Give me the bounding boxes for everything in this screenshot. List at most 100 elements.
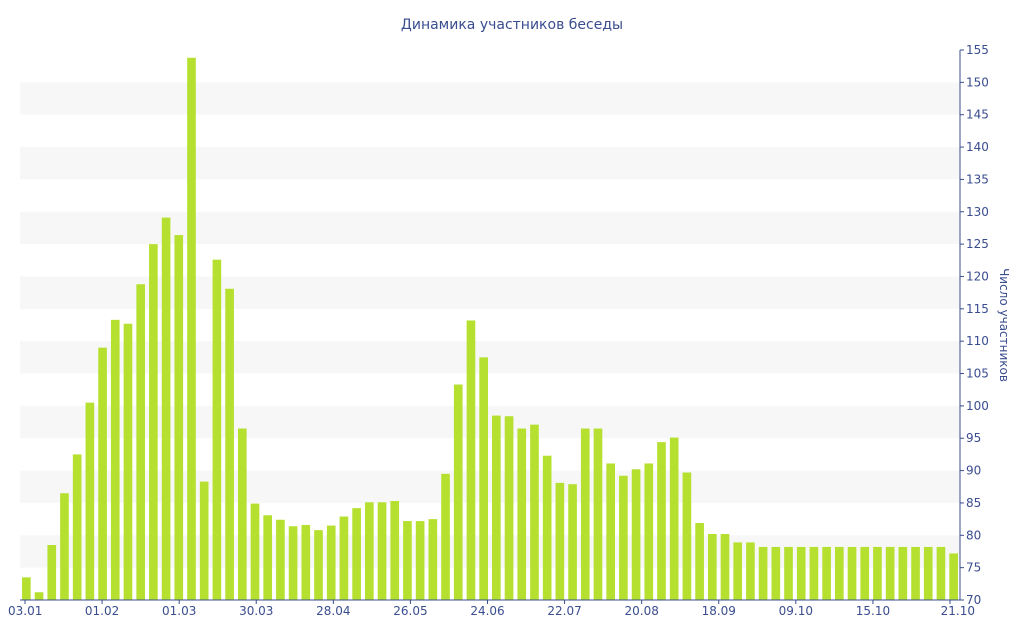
bar-72 bbox=[936, 546, 946, 600]
bar-31 bbox=[415, 521, 425, 600]
grid-band-7 bbox=[20, 82, 960, 115]
bar-0 bbox=[22, 577, 31, 600]
bar-35 bbox=[466, 320, 476, 600]
bar-15 bbox=[212, 259, 222, 600]
y-tick-label-3: 85 bbox=[966, 496, 981, 510]
bar-56 bbox=[733, 542, 743, 600]
bar-46 bbox=[606, 463, 615, 600]
y-tick-label-1: 75 bbox=[966, 561, 981, 575]
bar-51 bbox=[669, 437, 679, 600]
grid-band-3 bbox=[20, 341, 960, 374]
bar-33 bbox=[441, 473, 450, 600]
bar-20 bbox=[276, 519, 285, 600]
y-tick-label-10: 120 bbox=[966, 269, 989, 283]
bar-44 bbox=[580, 428, 590, 600]
y-tick-label-6: 100 bbox=[966, 399, 989, 413]
grid-band-2 bbox=[20, 405, 960, 439]
bar-5 bbox=[85, 402, 95, 600]
bar-23 bbox=[314, 530, 323, 600]
grid-band-5 bbox=[20, 211, 960, 245]
y-tick-label-17: 155 bbox=[966, 43, 989, 57]
bar-17 bbox=[237, 428, 247, 600]
bar-4 bbox=[72, 454, 82, 600]
grid-band-1 bbox=[20, 470, 960, 503]
chart-title: Динамика участников беседы bbox=[401, 17, 623, 33]
bar-24 bbox=[326, 525, 336, 600]
x-tick-label-4: 28.04 bbox=[316, 604, 350, 618]
bar-16 bbox=[225, 288, 234, 600]
bar-22 bbox=[301, 524, 311, 600]
bar-54 bbox=[707, 534, 717, 600]
x-tick-label-1: 01.02 bbox=[85, 604, 119, 618]
bars-group bbox=[22, 57, 958, 600]
bar-60 bbox=[784, 546, 793, 600]
bar-8 bbox=[123, 323, 133, 600]
bar-53 bbox=[695, 523, 704, 600]
bar-40 bbox=[530, 424, 539, 600]
y-tick-label-12: 130 bbox=[966, 205, 989, 219]
bar-58 bbox=[758, 546, 768, 600]
x-tick-label-5: 26.05 bbox=[393, 604, 427, 618]
bar-13 bbox=[187, 57, 196, 600]
x-tick-label-12: 21.10 bbox=[941, 604, 975, 618]
bar-10 bbox=[149, 244, 158, 600]
bar-6 bbox=[98, 347, 107, 600]
x-tick-label-9: 18.09 bbox=[702, 604, 736, 618]
bar-18 bbox=[250, 503, 260, 600]
x-tick-label-7: 22.07 bbox=[547, 604, 581, 618]
x-tick-label-10: 09.10 bbox=[779, 604, 813, 618]
bar-29 bbox=[390, 501, 400, 600]
bar-59 bbox=[771, 546, 781, 600]
bar-48 bbox=[631, 469, 641, 600]
grid-band-6 bbox=[20, 147, 960, 180]
y-tick-label-7: 105 bbox=[966, 367, 989, 381]
y-tick-label-9: 115 bbox=[966, 302, 989, 316]
bar-30 bbox=[403, 521, 412, 600]
bar-43 bbox=[568, 484, 577, 600]
x-tick-label-3: 30.03 bbox=[239, 604, 273, 618]
bar-52 bbox=[682, 472, 692, 600]
bar-55 bbox=[720, 534, 730, 600]
bar-1 bbox=[34, 592, 44, 600]
bar-7 bbox=[110, 319, 120, 600]
y-tick-label-14: 140 bbox=[966, 140, 989, 154]
bar-19 bbox=[263, 515, 273, 600]
bar-32 bbox=[428, 519, 438, 600]
y-tick-label-5: 95 bbox=[966, 431, 981, 445]
bar-61 bbox=[796, 546, 806, 600]
bar-47 bbox=[619, 475, 628, 600]
y-tick-label-13: 135 bbox=[966, 172, 989, 186]
bar-37 bbox=[492, 415, 501, 600]
bar-65 bbox=[847, 546, 857, 600]
bar-67 bbox=[873, 546, 882, 600]
bar-2 bbox=[47, 545, 57, 600]
bar-63 bbox=[822, 546, 831, 600]
bar-49 bbox=[644, 463, 654, 600]
bar-39 bbox=[517, 428, 527, 600]
bar-3 bbox=[60, 493, 69, 600]
grid-band-0 bbox=[20, 535, 960, 568]
y-tick-label-15: 145 bbox=[966, 108, 989, 122]
bar-28 bbox=[377, 502, 387, 600]
bar-38 bbox=[504, 416, 514, 600]
bar-64 bbox=[835, 546, 844, 600]
bar-27 bbox=[365, 502, 374, 600]
bar-41 bbox=[542, 455, 552, 600]
y-tick-label-16: 150 bbox=[966, 75, 989, 89]
bar-57 bbox=[746, 542, 755, 600]
x-tick-label-2: 01.03 bbox=[162, 604, 196, 618]
bar-62 bbox=[809, 546, 819, 600]
bar-26 bbox=[352, 508, 361, 600]
bar-68 bbox=[885, 546, 895, 600]
bar-9 bbox=[136, 284, 145, 600]
y-axis-label: Число участников bbox=[997, 268, 1011, 382]
bar-66 bbox=[860, 546, 870, 600]
bar-25 bbox=[339, 516, 349, 600]
y-tick-label-4: 90 bbox=[966, 464, 981, 478]
bar-14 bbox=[199, 481, 209, 600]
bar-70 bbox=[911, 546, 920, 600]
bar-21 bbox=[288, 526, 298, 600]
y-tick-label-0: 70 bbox=[966, 593, 981, 607]
bar-50 bbox=[657, 442, 666, 600]
